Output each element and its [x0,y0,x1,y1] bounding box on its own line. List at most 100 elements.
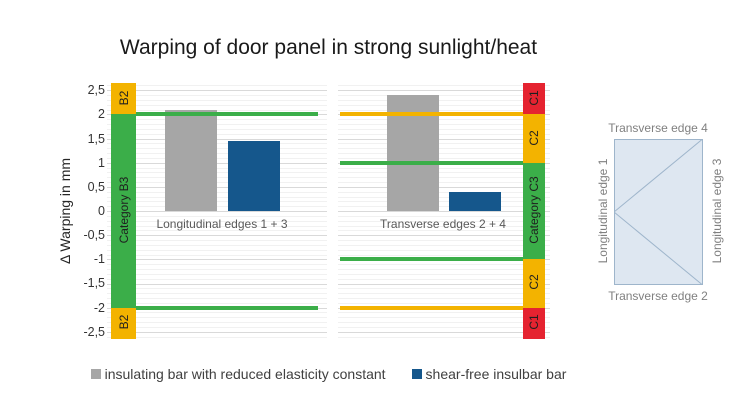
legend-label: shear-free insulbar bar [425,366,567,382]
minor-gridline [107,148,327,150]
bar-series1-cat1 [165,109,217,211]
category-band [111,307,136,339]
minor-gridline [107,317,327,319]
y-tick-label: 2,5 [87,83,105,98]
limit-line [340,112,523,117]
minor-gridline [338,264,550,266]
minor-gridline [107,119,327,121]
legend-label: insulating bar with reduced elasticity c… [104,366,386,382]
panel-transverse-edges: Transverse edges 2 + 4 [338,83,550,339]
major-gridline [107,90,327,92]
minor-gridline [107,322,327,324]
minor-gridline [338,297,550,299]
minor-gridline [338,293,550,295]
minor-gridline [107,249,327,251]
minor-gridline [107,336,327,338]
bar-series2-cat1 [228,141,280,211]
category-band [111,83,136,115]
minor-gridline [107,225,327,227]
limit-line [340,257,523,262]
minor-gridline [338,288,550,290]
y-tick-label: 2 [98,107,105,122]
limit-line [340,160,523,165]
minor-gridline [338,244,550,246]
panel-longitudinal-edges: Longitudinal edges 1 + 3 [107,83,327,339]
major-gridline [338,331,550,333]
minor-gridline [107,254,327,256]
category-band-label: B2 [116,314,131,330]
legend-swatch-icon [90,369,101,379]
legend: insulating bar with reduced elasticity c… [90,366,566,382]
major-gridline [338,283,550,285]
minor-gridline [107,143,327,145]
category-band [523,114,545,163]
minor-gridline [338,124,550,126]
minor-gridline [338,133,550,135]
minor-gridline [338,196,550,198]
legend-item: insulating bar with reduced elasticity c… [90,366,386,382]
legend-swatch-icon [411,369,422,379]
limit-line [111,112,318,117]
minor-gridline [338,322,550,324]
minor-gridline [107,104,327,106]
minor-gridline [107,191,327,193]
major-gridline [107,235,327,237]
y-tick-label: -0,5 [83,228,105,243]
minor-gridline [107,128,327,130]
major-gridline [107,162,327,164]
minor-gridline [107,244,327,246]
minor-gridline [107,177,327,179]
minor-gridline [338,128,550,130]
minor-gridline [338,153,550,154]
minor-gridline [107,196,327,198]
diagram-top-edge-label: Transverse edge 4 [608,121,708,135]
major-gridline [338,211,550,212]
minor-gridline [338,240,550,241]
major-gridline [107,331,327,333]
minor-gridline [338,85,550,87]
major-gridline [107,283,327,285]
minor-gridline [107,273,327,275]
category-label: Longitudinal edges 1 + 3 [156,217,288,231]
minor-gridline [338,104,550,106]
minor-gridline [107,206,327,208]
limit-line [111,305,318,310]
minor-gridline [338,220,550,222]
y-tick-label: -2,5 [83,324,105,339]
minor-gridline [338,225,550,227]
minor-gridline [338,167,550,169]
diagram-bottom-edge-label: Transverse edge 2 [608,289,708,303]
minor-gridline [107,269,327,270]
category-band [523,259,545,308]
legend-item: shear-free insulbar bar [411,366,567,382]
category-band [523,307,545,339]
minor-gridline [107,220,327,222]
y-tick-label: 1,5 [87,131,105,146]
minor-gridline [338,312,550,314]
minor-gridline [338,302,550,304]
minor-gridline [107,230,327,232]
minor-gridline [338,278,550,280]
minor-gridline [107,124,327,126]
bar-series2-cat2 [449,191,501,211]
minor-gridline [107,182,327,183]
minor-gridline [107,302,327,304]
chart-title: Warping of door panel in strong sunlight… [119,36,538,59]
minor-gridline [338,157,550,159]
major-gridline [338,235,550,237]
minor-gridline [338,206,550,208]
y-tick-label: 0,5 [87,179,105,194]
category-band [523,162,545,260]
minor-gridline [107,172,327,174]
minor-gridline [107,288,327,290]
category-band [523,83,545,115]
minor-gridline [338,317,550,319]
minor-gridline [338,269,550,270]
y-tick-label: 1 [98,155,105,170]
minor-gridline [107,201,327,203]
minor-gridline [338,99,550,101]
minor-gridline [338,177,550,179]
minor-gridline [107,293,327,295]
category-column-b: B2 Category B3 B2 [111,83,136,339]
